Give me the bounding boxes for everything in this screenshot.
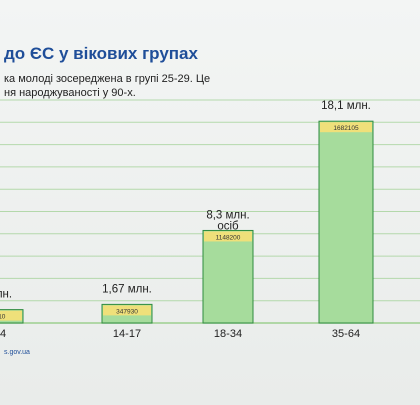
bar-value-label: 8,3 млн. xyxy=(206,209,249,221)
source-footer: s.gov.ua xyxy=(4,349,30,356)
x-tick-label: 35-64 xyxy=(332,328,360,340)
bar-cap xyxy=(103,305,151,316)
bar-cap-label: 1148200 xyxy=(216,234,241,241)
bar xyxy=(202,229,254,324)
bar-value-label: 18,1 млн. xyxy=(321,100,371,112)
bar-value-label: 1,67 млн. xyxy=(102,283,152,295)
bar-cap-label: 347930 xyxy=(116,308,138,315)
bar-cap-label: 1682105 xyxy=(333,125,359,132)
x-tick-label: 14 xyxy=(0,328,6,340)
bar-cap xyxy=(204,231,252,242)
x-tick-label: 18-34 xyxy=(214,328,242,340)
bar-value-suffix: осіб xyxy=(217,220,239,232)
chart-subtitle: ка молоді зосереджена в групі 25-29. Це … xyxy=(4,72,304,100)
bar-value-label: млн. xyxy=(0,289,12,301)
x-tick-label: 14-17 xyxy=(113,328,141,340)
chart-title: до ЄС у вікових групах xyxy=(4,44,198,63)
subtitle-line-2: ня народжуваності у 90-х. xyxy=(4,87,136,99)
bar-cap xyxy=(320,122,372,133)
bar-cap-label: 810 xyxy=(0,314,6,321)
bar xyxy=(318,120,374,324)
subtitle-line-1: ка молоді зосереджена в групі 25-29. Це xyxy=(4,73,211,85)
bar-cap xyxy=(0,310,22,321)
